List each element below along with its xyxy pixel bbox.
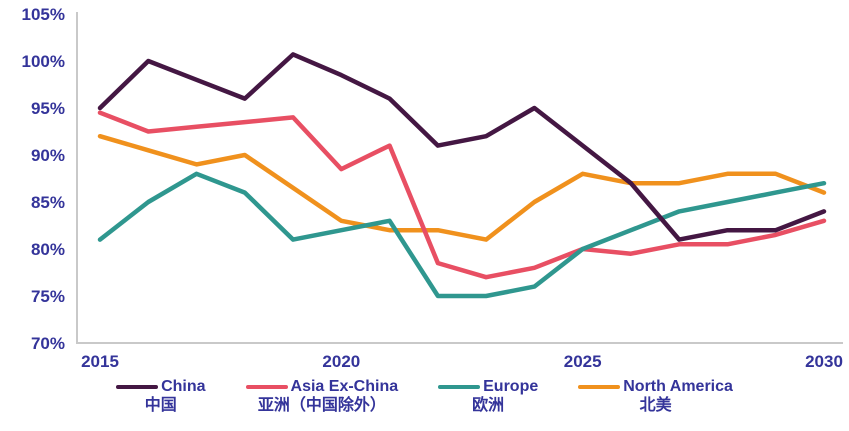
y-axis-tick-label: 105% [22,5,65,24]
legend-label-english: Asia Ex-China [290,378,399,395]
legend-label-english: Europe [483,378,539,395]
legend-row: North America [578,378,733,396]
legend-item-north-america: North America 北美 [578,378,733,416]
y-axis-tick-label: 85% [31,193,65,212]
y-axis-tick-label: 75% [31,287,65,306]
x-axis-tick-label: 2025 [564,352,602,371]
x-axis-tick-label: 2030 [805,352,843,371]
legend-row: China [116,378,206,396]
series-line-china [97,52,827,242]
legend-label-chinese: 亚洲（中国除外） [257,397,386,414]
legend-item-asia-ex-china: Asia Ex-China 亚洲（中国除外） [245,378,399,416]
y-axis-tick-label: 95% [31,99,65,118]
axis-lines [76,12,843,344]
legend-label-chinese: 北美 [639,397,672,414]
y-axis-tick-label: 80% [31,240,65,259]
legend-line-swatch-icon [438,385,481,389]
legend-label-english: China [161,378,206,395]
legend-row: Europe [438,378,538,396]
y-axis-tick-label: 90% [31,146,65,165]
legend-line-swatch-icon [116,385,159,389]
y-axis-tick-label: 70% [31,334,65,353]
x-axis-tick-label: 2015 [81,352,119,371]
series-line-north-america [97,133,827,242]
legend-line-swatch-icon [578,385,621,389]
chart-legend: China 中国 Asia Ex-China 亚洲（中国除外） Europe 欧洲 Nort… [0,378,849,416]
y-axis-tick-label: 100% [22,52,65,71]
legend-label-chinese: 中国 [144,397,177,414]
series-line-europe [97,171,827,299]
series-line-asia-ex-china [97,110,827,280]
x-axis-tick-label: 2020 [322,352,360,371]
legend-label-english: North America [623,378,733,395]
legend-label-chinese: 欧洲 [472,397,505,414]
chart-plot-area: 70% 75% 80% 85% 90% 95% 100% 105% 2015 2020 2025 20… [22,5,843,371]
legend-item-europe: Europe 欧洲 [438,378,538,416]
legend-item-china: China 中国 [116,378,206,416]
legend-line-swatch-icon [245,385,288,389]
legend-row: Asia Ex-China [245,378,399,396]
